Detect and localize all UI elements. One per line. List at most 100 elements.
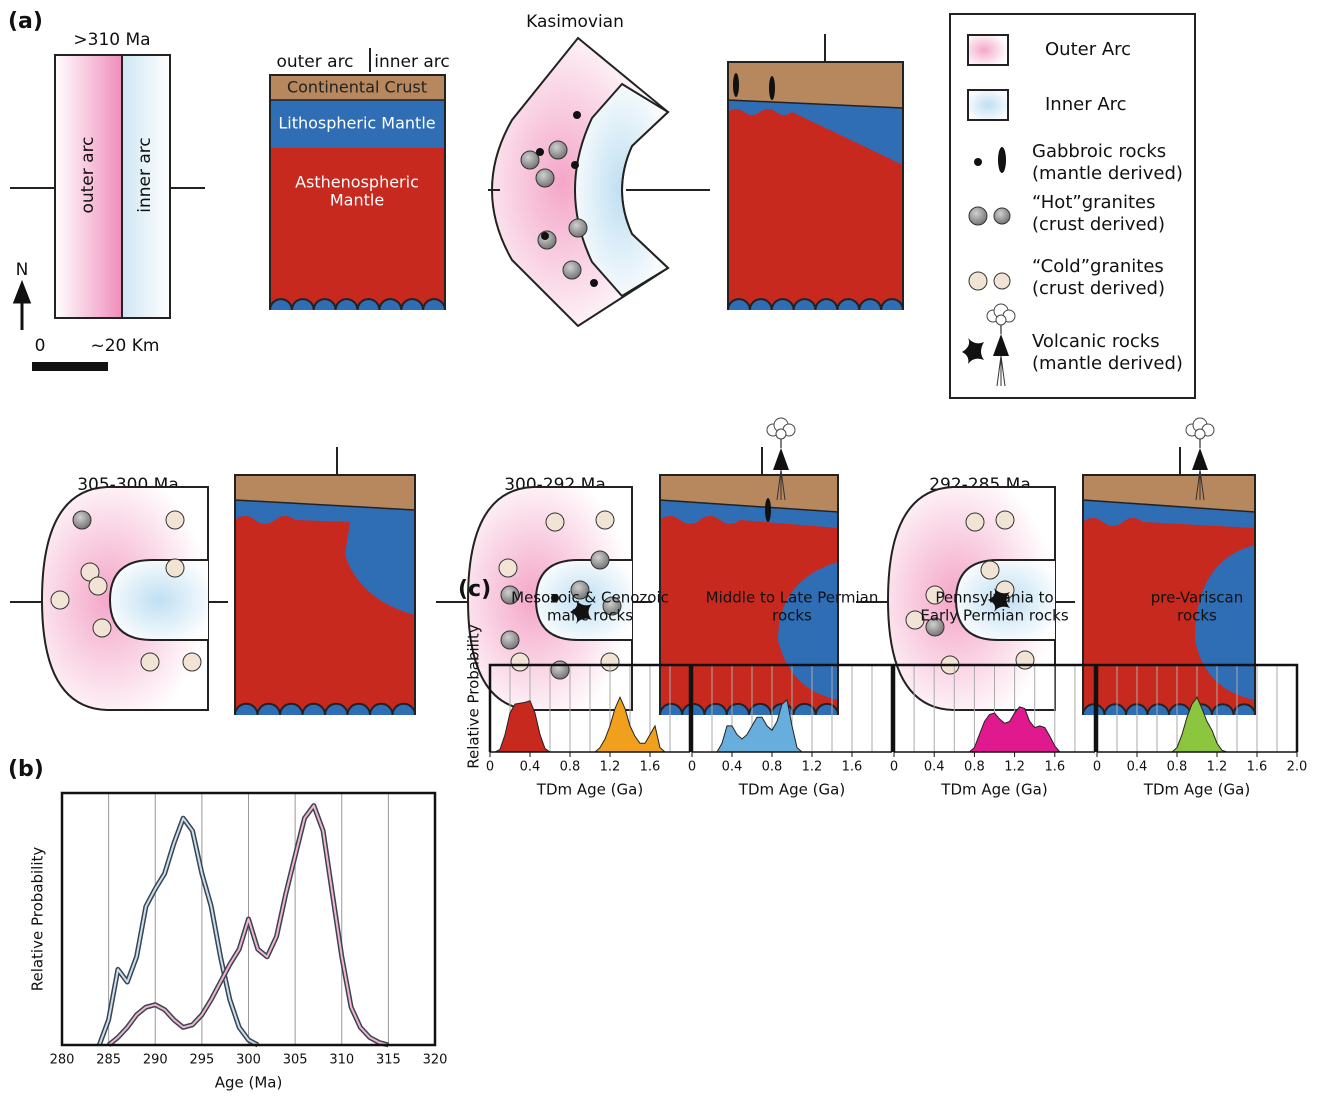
y-axis-label: Relative Probability [29,847,47,992]
section-outer-label: outer arc [276,52,353,72]
cold-granite [166,559,184,577]
legend-symbol [998,147,1006,173]
x-tick-label: 0.4 [722,760,743,775]
north-arrow [15,284,29,330]
cold-granite [499,559,517,577]
hot-granite [569,219,587,237]
panel-title: Pennsylvania to [935,589,1053,607]
x-tick-label: 320 [423,1053,448,1068]
panel-title: rocks [772,607,812,625]
x-tick-label: 305 [283,1053,308,1068]
charts: 280 285 290 295 300 305 310 315 320 Age (Ma) Relat… [29,589,1308,1092]
x-tick-label: 0.4 [924,760,945,775]
panel-title: Middle to Late Permian [706,589,879,607]
hot-granite [501,631,519,649]
x-tick-label: 0 [688,760,696,775]
x-tick-label: 290 [143,1053,168,1068]
x-tick-label: 0.8 [964,760,985,775]
x-tick-label: 0.8 [560,760,581,775]
x-tick-label: 1.2 [1207,760,1228,775]
hot-granite [536,169,554,187]
layer-label: Continental Crust [287,78,427,97]
scale-start: 0 [35,336,46,356]
x-tick-label: 1.6 [640,760,661,775]
x-tick-label: 315 [376,1053,401,1068]
gabbro [541,232,549,240]
x-tick-label: 0 [890,760,898,775]
x-tick-label: 300 [236,1053,261,1068]
x-tick-label: 0.8 [1167,760,1188,775]
map-age: >310 Ma [73,30,150,50]
x-axis-label: TDm Age (Ga) [1143,781,1250,799]
hot-granite [521,151,539,169]
cold-granite [966,513,984,531]
map-inner-label: inner arc [135,137,155,213]
legend-symbol [974,158,982,166]
legend-label: “Cold”granites [1032,256,1164,277]
legend-note: (mantle derived) [1032,353,1183,374]
x-tick-label: 1.2 [802,760,823,775]
panel-title: rocks [1177,607,1217,625]
cold-granite [596,511,614,529]
x-tick-label: 0 [486,760,494,775]
cold-granite [183,653,201,671]
x-tick-label: 285 [96,1053,121,1068]
north-label: N [16,260,29,280]
hot-granite [551,661,569,679]
x-axis-label: Age (Ma) [215,1074,283,1092]
x-tick-label: 0.8 [762,760,783,775]
x-tick-label: 0.4 [520,760,541,775]
legend-label: “Hot”granites [1032,192,1155,213]
inner-arc [110,560,208,640]
cold-granite [51,591,69,609]
gabbro [733,73,739,97]
cold-granite [141,653,159,671]
legend-symbol [969,207,987,225]
cold-granite [1016,651,1034,669]
x-tick-label: 1.6 [1044,760,1065,775]
legend-note: (mantle derived) [1032,163,1183,184]
panel-title: pre-Variscan [1151,589,1244,607]
scale-end: ~20 Km [91,336,160,356]
legend-note: (crust derived) [1032,278,1165,299]
scale-bar [32,362,108,371]
x-tick-label: 1.2 [1004,760,1025,775]
x-tick-label: 280 [50,1053,75,1068]
curve-highlight [99,818,257,1045]
y-axis-label: Relative Probability [465,624,483,769]
map-outer-label: outer arc [78,136,98,213]
legend-label: Gabbroic rocks [1032,141,1166,162]
section-inner-label: inner arc [374,52,450,72]
legend-note: (crust derived) [1032,214,1165,235]
x-axis-label: TDm Age (Ga) [536,781,643,799]
figure: (a) >310 Ma outer arc inner arc N 0 ~20 … [0,0,1320,1115]
gabbro [765,498,771,522]
legend-swatch [968,35,1008,65]
x-tick-label: 310 [329,1053,354,1068]
cold-granite [996,511,1014,529]
x-tick-label: 0 [1093,760,1101,775]
legend-label: Outer Arc [1045,39,1131,60]
cold-granite [166,511,184,529]
x-tick-label: 1.2 [600,760,621,775]
cold-granite [981,561,999,579]
legend-symbol [994,273,1010,289]
cold-granite [511,653,529,671]
gabbro [573,111,581,119]
legend-swatch [968,90,1008,120]
x-axis-label: TDm Age (Ga) [940,781,1047,799]
stage-label: Kasimovian [526,12,624,32]
gabbro [769,76,775,100]
hot-granite [73,511,91,529]
cold-granite [89,577,107,595]
gabbro [590,279,598,287]
gabbro [536,148,544,156]
hot-granite [549,141,567,159]
panel-label: (a) [8,9,43,34]
x-tick-label: 295 [189,1053,214,1068]
x-tick-label: 2.0 [1287,760,1308,775]
x-axis-label: TDm Age (Ga) [738,781,845,799]
layer-label: Lithospheric Mantle [278,114,435,133]
legend-symbol [994,208,1010,224]
legend-symbol [969,272,987,290]
